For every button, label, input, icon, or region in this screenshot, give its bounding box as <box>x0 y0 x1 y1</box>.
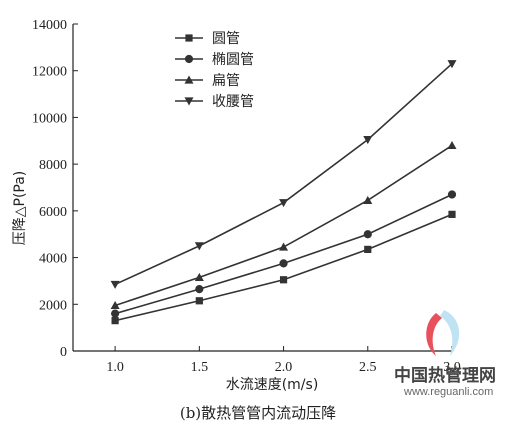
y-tick-label: 14000 <box>32 18 67 33</box>
data-point-circle <box>279 259 287 267</box>
data-point-circle <box>448 190 456 198</box>
watermark-logo-icon <box>426 310 459 356</box>
legend-label: 椭圆管 <box>212 52 254 68</box>
y-tick-label: 4000 <box>39 252 67 267</box>
legend-item: 圆管 <box>175 31 240 47</box>
legend-item: 扁管 <box>175 73 240 89</box>
data-point-triangle-up <box>448 141 457 149</box>
watermark-site-name: 中国热管理网 <box>394 365 496 386</box>
y-tick-label: 2000 <box>39 298 67 313</box>
x-tick-label: 1.0 <box>106 360 124 375</box>
data-point-circle <box>364 230 372 238</box>
data-point-circle <box>111 310 119 318</box>
data-point-circle <box>185 55 193 63</box>
series-2 <box>111 190 456 317</box>
series-layer <box>111 60 457 324</box>
series-4 <box>111 60 457 289</box>
watermark-url: www.reguanli.com <box>403 386 493 398</box>
data-point-square <box>364 246 371 253</box>
legend-item: 收腰管 <box>175 94 254 110</box>
data-point-square <box>185 34 192 41</box>
y-tick-label: 8000 <box>39 158 67 173</box>
legend-label: 圆管 <box>212 31 240 47</box>
data-point-circle <box>195 285 203 293</box>
legend-item: 椭圆管 <box>175 52 254 68</box>
y-tick-label: 12000 <box>32 65 67 80</box>
legend-label: 收腰管 <box>212 94 254 110</box>
x-axis-label: 水流速度(m/s) <box>226 377 319 393</box>
x-tick-label: 2.0 <box>275 360 293 375</box>
y-axis-ticks: 0 2000 4000 6000 8000 10000 12000 14000 <box>32 18 78 360</box>
watermark: 中国热管理网 www.reguanli.com <box>394 310 496 398</box>
series-line <box>115 64 452 285</box>
y-axis-label: 压降△P(Pa) <box>12 171 28 246</box>
data-point-triangle-down <box>111 281 120 289</box>
x-tick-label: 2.5 <box>359 360 377 375</box>
y-tick-label: 6000 <box>39 205 67 220</box>
data-point-square <box>448 211 455 218</box>
data-point-square <box>112 317 119 324</box>
figure-caption: (b)散热管管内流动压降 <box>180 404 336 422</box>
data-point-triangle-up <box>279 243 288 251</box>
data-point-triangle-down <box>195 242 204 250</box>
legend-label: 扁管 <box>212 73 240 89</box>
series-line <box>115 195 452 314</box>
data-point-triangle-down <box>279 199 288 207</box>
series-3 <box>111 141 457 309</box>
x-tick-label: 1.5 <box>191 360 209 375</box>
data-point-square <box>196 297 203 304</box>
data-point-triangle-up <box>363 196 372 204</box>
y-tick-label: 0 <box>60 345 67 360</box>
y-tick-label: 10000 <box>32 111 67 126</box>
data-point-square <box>280 276 287 283</box>
axes <box>73 24 452 351</box>
